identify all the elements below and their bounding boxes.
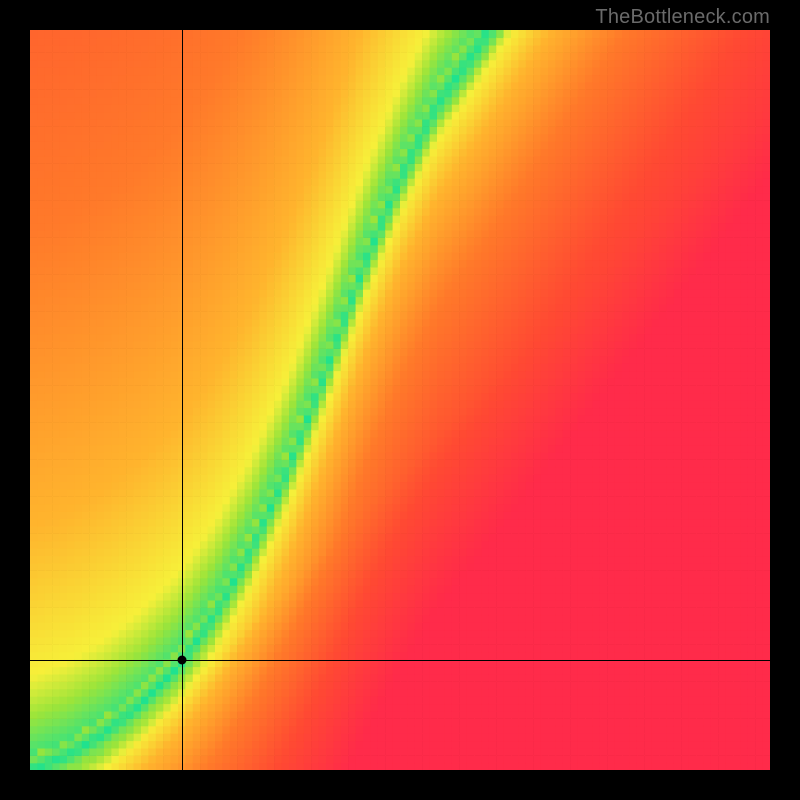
crosshair-marker bbox=[177, 656, 186, 665]
heatmap-plot-area bbox=[30, 30, 770, 770]
heatmap-canvas bbox=[30, 30, 770, 770]
watermark-text: TheBottleneck.com bbox=[595, 6, 770, 29]
crosshair-horizontal bbox=[30, 660, 770, 661]
